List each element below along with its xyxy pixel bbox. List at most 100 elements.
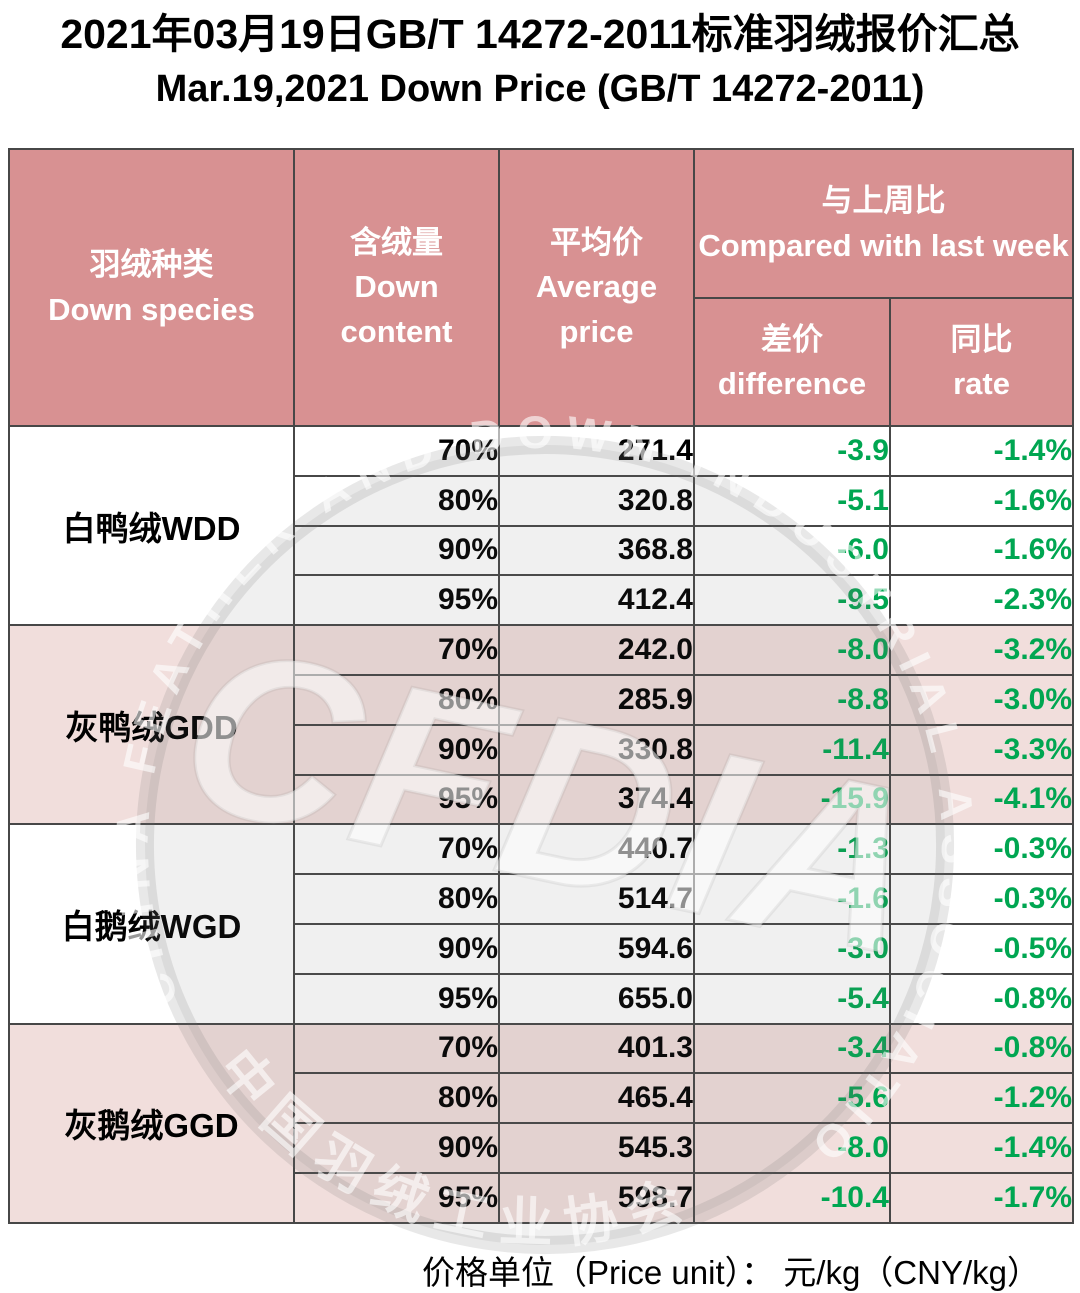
content-cell: 80%	[293, 673, 500, 726]
price-row: 灰鹅绒GGD 70% 401.3 -3.4 -0.8%	[8, 1022, 1075, 1224]
difference-cell: -3.0	[693, 922, 891, 975]
content-cell: 95%	[293, 1171, 500, 1224]
header-difference-en: difference	[717, 366, 867, 401]
average-price-cell: 271.4	[498, 425, 695, 477]
header-price: 平均价 Average price	[498, 148, 695, 427]
table-body: 白鸭绒WDD 70% 271.4 -3.9 -1.4% 80% 320.8 -5.1 -1.6%…	[8, 424, 1075, 1224]
header-compare: 与上周比 Compared with last week	[692, 148, 1075, 299]
price-row: 80% 465.4 -5.6 -1.2%	[9, 1072, 1075, 1125]
average-price-cell: 242.0	[498, 624, 695, 676]
header-difference-zh: 差价	[761, 321, 823, 357]
average-price-cell: 594.6	[498, 922, 695, 975]
difference-cell: -8.0	[693, 1122, 891, 1174]
header-compare-en: Compared with last week	[698, 227, 1069, 263]
content-cell: 80%	[293, 1072, 500, 1125]
rate-cell: -1.2%	[888, 1072, 1075, 1125]
price-row: 95% 655.0 -5.4 -0.8%	[9, 972, 1075, 1025]
rate-cell: -3.3%	[888, 723, 1075, 776]
average-price-cell: 465.4	[498, 1072, 695, 1125]
difference-cell: -10.4	[693, 1171, 891, 1224]
header-row-sub: 差价 difference 同比 rate	[9, 297, 1075, 427]
rate-cell: -1.4%	[888, 1122, 1075, 1174]
header-row-main: 羽绒种类 Down species 含绒量 Down content 平均价 A…	[8, 148, 1075, 427]
difference-cell: -11.4	[693, 723, 891, 776]
price-row: 白鸭绒WDD 70% 271.4 -3.9 -1.4%	[8, 424, 1075, 627]
content-cell: 80%	[293, 873, 500, 925]
header-compare-zh: 与上周比	[821, 183, 946, 219]
average-price-cell: 401.3	[498, 1022, 695, 1075]
average-price-cell: 368.8	[498, 524, 695, 577]
rate-cell: -1.6%	[888, 524, 1075, 577]
rate-cell: -1.6%	[888, 474, 1075, 527]
header-species: 羽绒种类 Down species	[8, 148, 295, 427]
report-title-en: Mar.19,2021 Down Price (GB/T 14272-2011)	[155, 68, 925, 111]
rate-cell: -0.5%	[888, 922, 1075, 975]
content-cell: 70%	[293, 624, 500, 676]
rate-cell: -4.1%	[888, 773, 1075, 826]
price-unit-note: 价格单位（Price unit）： 元/kg（CNY/kg）	[422, 1254, 1040, 1291]
price-row: 90% 330.8 -11.4 -3.3%	[9, 723, 1075, 776]
header-rate-en: rate	[953, 366, 1010, 401]
rate-cell: -2.3%	[888, 574, 1075, 627]
rate-cell: -3.2%	[888, 624, 1075, 676]
average-price-cell: 545.3	[498, 1122, 695, 1174]
rate-cell: -0.3%	[888, 873, 1075, 925]
average-price-cell: 330.8	[498, 723, 695, 776]
content-cell: 90%	[293, 723, 500, 776]
species-cell: 灰鹅绒GGD	[8, 1022, 295, 1224]
difference-cell: -1.3	[693, 823, 891, 876]
average-price-cell: 285.9	[498, 673, 695, 726]
rate-cell: -3.0%	[888, 673, 1075, 726]
difference-cell: -6.0	[693, 524, 891, 577]
header-species-zh: 羽绒种类	[89, 247, 214, 283]
header-difference: 差价 difference	[693, 297, 891, 427]
table-header: 羽绒种类 Down species 含绒量 Down content 平均价 A…	[8, 148, 1075, 427]
price-row: 80% 285.9 -8.8 -3.0%	[9, 673, 1075, 726]
average-price-cell: 598.7	[498, 1171, 695, 1224]
average-price-cell: 412.4	[498, 574, 695, 627]
header-content-zh: 含绒量	[350, 225, 443, 261]
difference-cell: -5.4	[693, 972, 891, 1025]
difference-cell: -8.8	[693, 673, 891, 726]
average-price-cell: 514.7	[498, 873, 695, 925]
species-cell: 灰鸭绒GDD	[8, 624, 295, 826]
difference-cell: -15.9	[693, 773, 891, 826]
price-row: 95% 598.7 -10.4 -1.7%	[9, 1171, 1075, 1224]
content-cell: 90%	[293, 922, 500, 975]
average-price-cell: 655.0	[498, 972, 695, 1025]
difference-cell: -9.5	[693, 574, 891, 627]
species-cell: 白鹅绒WGD	[8, 823, 295, 1025]
price-row: 80% 320.8 -5.1 -1.6%	[9, 474, 1075, 527]
rate-cell: -1.7%	[888, 1171, 1075, 1224]
content-cell: 90%	[293, 524, 500, 577]
content-cell: 70%	[293, 1022, 500, 1075]
price-row: 90% 545.3 -8.0 -1.4%	[9, 1122, 1075, 1174]
header-price-zh: 平均价	[550, 225, 643, 261]
price-row: 95% 374.4 -15.9 -4.1%	[9, 773, 1075, 826]
difference-cell: -3.4	[693, 1022, 891, 1075]
average-price-cell: 440.7	[498, 823, 695, 876]
rate-cell: -0.8%	[888, 972, 1075, 1025]
content-cell: 95%	[293, 773, 500, 826]
content-cell: 80%	[293, 474, 500, 527]
header-content-en: Down content	[340, 269, 453, 349]
rate-cell: -0.3%	[888, 823, 1075, 876]
report-title-zh: 2021年03月19日GB/T 14272-2011标准羽绒报价汇总	[60, 11, 1020, 57]
rate-cell: -0.8%	[888, 1022, 1075, 1075]
price-row: 90% 368.8 -6.0 -1.6%	[9, 524, 1075, 577]
difference-cell: -3.9	[693, 425, 891, 477]
price-row: 90% 594.6 -3.0 -0.5%	[9, 922, 1075, 975]
species-cell: 白鸭绒WDD	[8, 424, 295, 627]
difference-cell: -5.6	[693, 1072, 891, 1125]
content-cell: 90%	[293, 1122, 500, 1174]
price-row: 80% 514.7 -1.6 -0.3%	[9, 873, 1075, 925]
content-cell: 95%	[293, 574, 500, 627]
header-price-en: Average price	[535, 269, 658, 349]
difference-cell: -8.0	[693, 624, 891, 676]
content-cell: 70%	[293, 425, 500, 477]
header-rate: 同比 rate	[888, 297, 1075, 427]
price-row: 95% 412.4 -9.5 -2.3%	[9, 574, 1075, 627]
difference-cell: -1.6	[693, 873, 891, 925]
content-cell: 70%	[293, 823, 500, 876]
